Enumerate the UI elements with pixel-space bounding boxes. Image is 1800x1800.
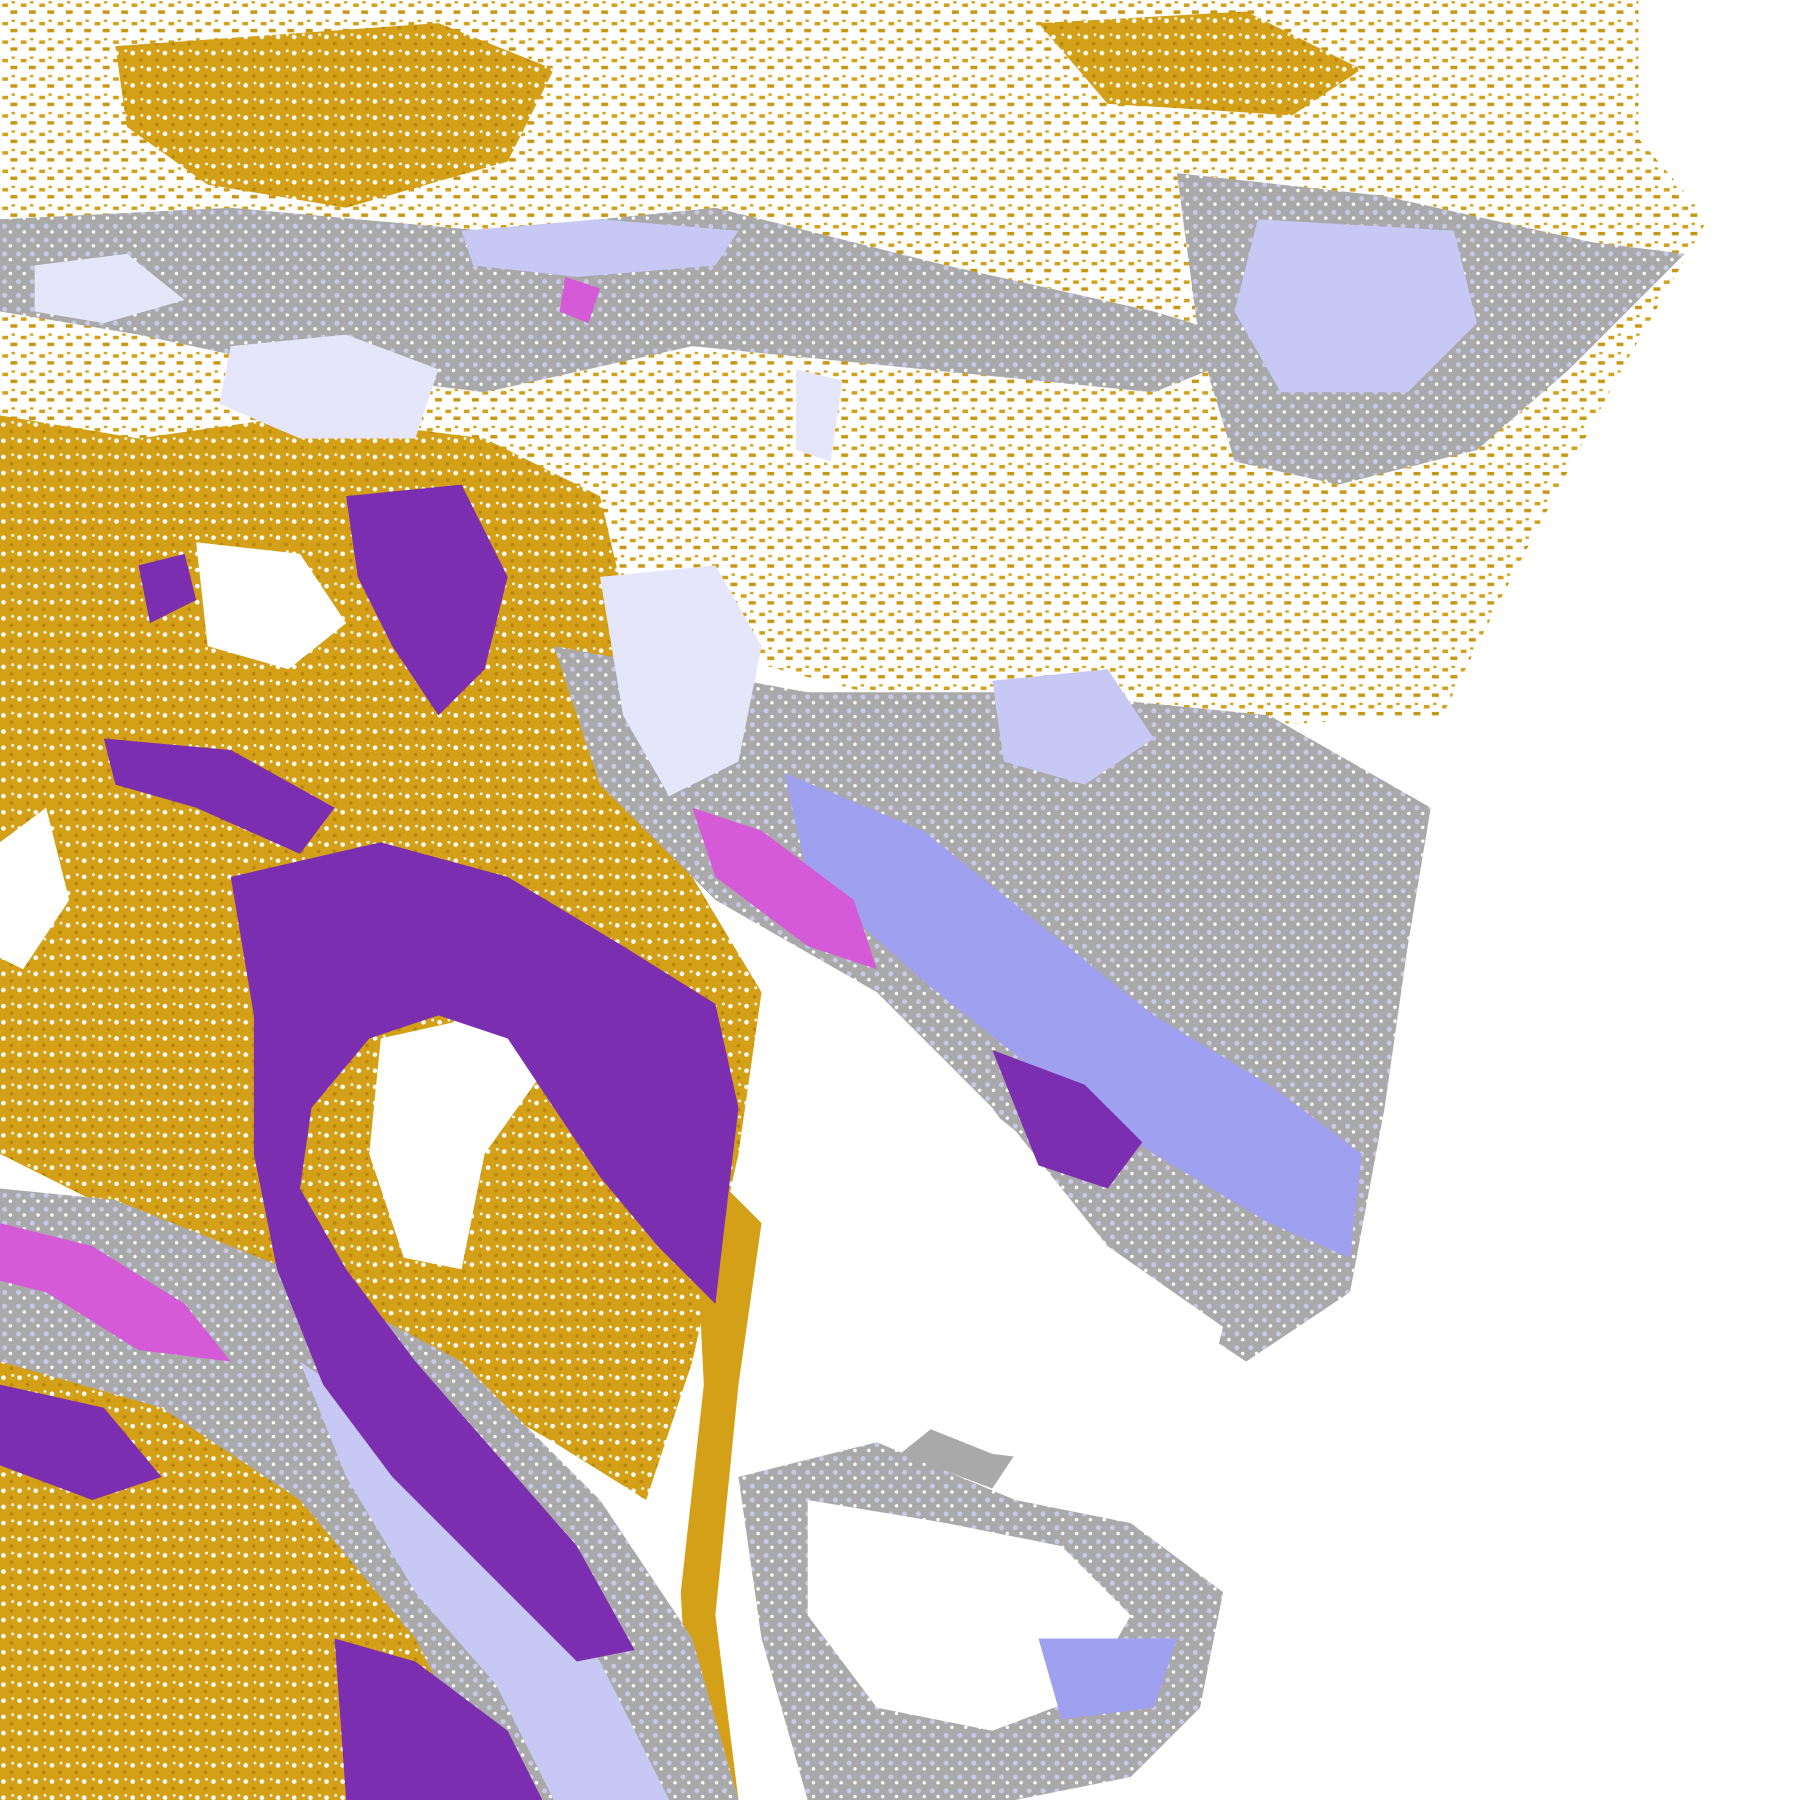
- purple-region: [230, 842, 739, 1662]
- purple-region: [0, 1384, 162, 1500]
- lavender-cloud: [796, 369, 843, 462]
- purple-region: [346, 484, 508, 716]
- purple-region: [103, 738, 335, 854]
- clear-area: [807, 1038, 1224, 1466]
- clear-area: [196, 542, 347, 670]
- lavender-cloud: [34, 253, 185, 324]
- lavender-cloud: [992, 669, 1154, 785]
- clear-area: [369, 1015, 543, 1270]
- clear-area: [0, 807, 70, 970]
- purple-region: [138, 553, 197, 624]
- purple-region: [334, 1638, 543, 1800]
- magenta-streak: [559, 276, 600, 324]
- gold-region: [1038, 11, 1362, 116]
- lavender-cloud: [219, 334, 439, 439]
- magenta-streak: [0, 1223, 231, 1362]
- lavender-cloud: [1234, 219, 1477, 393]
- lavender-patch: [1038, 1638, 1177, 1720]
- gold-strip: [680, 1153, 762, 1800]
- lavender-band: [784, 773, 1362, 1258]
- purple-region: [992, 1050, 1143, 1189]
- magenta-streak: [692, 807, 877, 970]
- lavender-cloud: [461, 219, 739, 277]
- gold-region: [115, 23, 554, 208]
- lavender-cloud: [600, 565, 762, 797]
